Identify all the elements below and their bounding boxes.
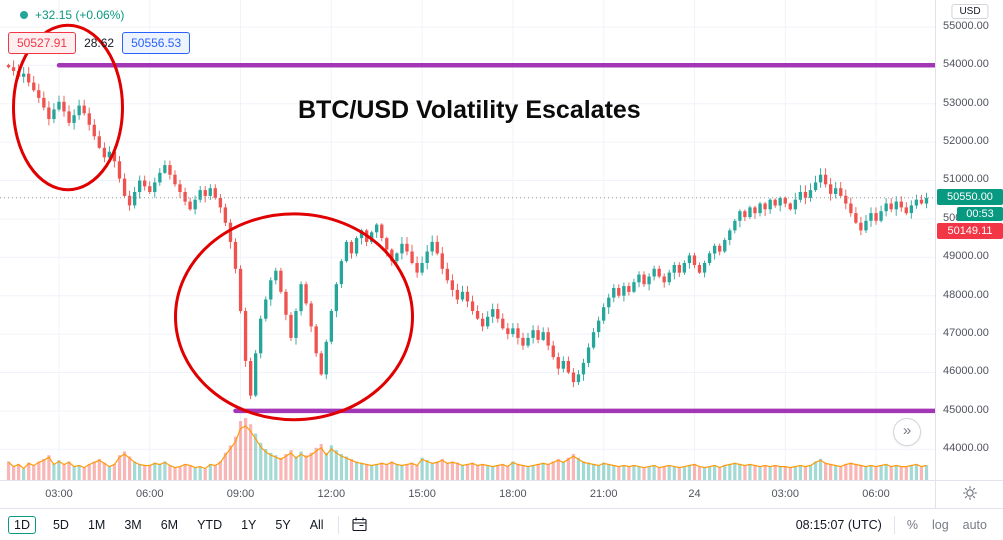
scroll-to-recent-button[interactable]: » xyxy=(893,418,921,446)
bar-countdown-badge: 00:53 xyxy=(957,206,1003,221)
price-axis-label: 53000.00 xyxy=(943,96,989,109)
chart-pane[interactable]: BTC/USD Volatility Escalates +32.15 (+0.… xyxy=(0,0,935,480)
gear-icon[interactable] xyxy=(962,485,978,506)
spread-value: 28.62 xyxy=(84,36,115,50)
bottom-toolbar: 1D 5D 1M 3M 6M YTD 1Y 5Y All 08:15:07 (UTC) % lo… xyxy=(0,508,1003,540)
range-button-all[interactable]: All xyxy=(309,517,324,532)
time-axis-label: 06:00 xyxy=(135,488,164,500)
price-change-text: +32.15 (+0.06%) xyxy=(35,8,125,22)
time-axis-label: 09:00 xyxy=(226,488,255,500)
candlestick-chart[interactable] xyxy=(0,0,935,480)
range-button-6m[interactable]: 6M xyxy=(160,517,179,532)
price-axis-label: 54000.00 xyxy=(943,58,989,71)
current-price-badge: 50550.00 xyxy=(937,188,1003,205)
time-axis-label: 21:00 xyxy=(589,488,618,500)
range-button-1y[interactable]: 1Y xyxy=(241,517,257,532)
range-button-5y[interactable]: 5Y xyxy=(275,517,291,532)
toolbar-divider xyxy=(337,515,339,534)
range-button-1m[interactable]: 1M xyxy=(87,517,106,532)
price-axis-label: 55000.00 xyxy=(943,19,989,32)
range-button-5d[interactable]: 5D xyxy=(52,517,69,532)
time-axis-label: 18:00 xyxy=(499,488,527,500)
range-button-3m[interactable]: 3M xyxy=(124,517,142,532)
price-axis-label: 51000.00 xyxy=(943,173,989,186)
price-axis-label: 47000.00 xyxy=(943,327,989,340)
percent-scale-button[interactable]: % xyxy=(906,517,918,532)
price-axis-label: 48000.00 xyxy=(943,288,989,301)
go-to-date-icon[interactable] xyxy=(351,516,368,533)
sell-button[interactable]: 50527.91 xyxy=(8,32,77,54)
time-axis-label: 24 xyxy=(688,488,701,500)
toolbar-divider xyxy=(893,515,895,534)
price-axis-label: 52000.00 xyxy=(943,135,989,148)
secondary-price-badge: 50149.11 xyxy=(937,222,1003,239)
range-button-ytd[interactable]: YTD xyxy=(197,517,223,532)
clock-timezone-button[interactable]: 08:15:07 (UTC) xyxy=(795,517,882,532)
axis-corner xyxy=(935,480,1003,509)
time-axis-label: 03:00 xyxy=(771,488,800,500)
price-axis-label: 44000.00 xyxy=(943,442,989,455)
series-color-dot xyxy=(20,11,28,19)
currency-selector[interactable]: USD xyxy=(951,4,989,19)
price-axis-label: 46000.00 xyxy=(943,365,989,378)
range-button-1d[interactable]: 1D xyxy=(8,515,36,534)
buy-button[interactable]: 50556.53 xyxy=(122,32,191,54)
time-axis-label: 15:00 xyxy=(408,488,436,500)
price-axis-label: 45000.00 xyxy=(943,403,989,416)
chart-title-annotation: BTC/USD Volatility Escalates xyxy=(298,96,641,124)
time-axis-label: 06:00 xyxy=(862,488,890,500)
log-scale-button[interactable]: log xyxy=(931,517,949,532)
time-axis-label: 12:00 xyxy=(317,488,346,500)
time-axis[interactable]: 03:00 06:00 09:00 12:00 15:00 18:00 21:00 24 03:… xyxy=(0,480,935,509)
legend: +32.15 (+0.06%) xyxy=(20,8,124,22)
order-panel: 50527.91 28.62 50556.53 xyxy=(8,32,191,54)
range-selector: 1D 5D 1M 3M 6M YTD 1Y 5Y All xyxy=(8,515,326,534)
time-axis-label: 03:00 xyxy=(45,488,73,500)
price-axis-label: 49000.00 xyxy=(943,250,989,263)
auto-scale-button[interactable]: auto xyxy=(962,517,987,532)
price-axis[interactable]: USD 55000.00 54000.00 53000.00 52000.00 5100… xyxy=(935,0,1003,480)
